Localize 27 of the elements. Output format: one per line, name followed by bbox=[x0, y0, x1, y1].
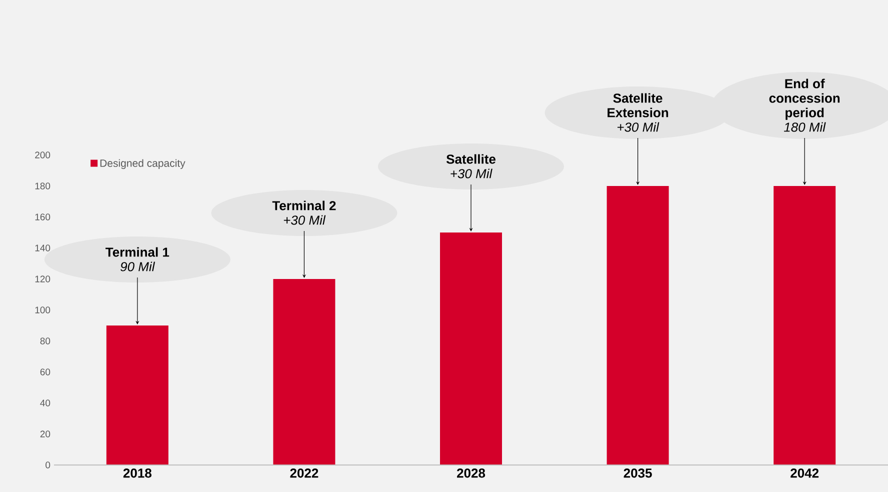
y-tick-label: 60 bbox=[40, 368, 50, 376]
annotation: Terminal 2 +30 Mil bbox=[272, 200, 336, 225]
y-tick-label: 140 bbox=[35, 244, 50, 252]
y-tick-label: 100 bbox=[35, 306, 50, 314]
annotation: End of concession period 180 Mil bbox=[769, 78, 840, 132]
x-tick-label: 2042 bbox=[790, 468, 819, 478]
y-tick-label: 120 bbox=[35, 276, 50, 282]
legend-label: Designed capacity bbox=[100, 159, 186, 169]
annotation: Terminal 1 90 Mil bbox=[106, 247, 170, 272]
annotation: Satellite Extension +30 Mil bbox=[608, 93, 668, 132]
bar bbox=[273, 278, 336, 465]
y-tick-label: 40 bbox=[40, 400, 50, 406]
bar bbox=[106, 325, 168, 465]
y-tick-label: 80 bbox=[40, 338, 50, 344]
y-tick-label: 200 bbox=[35, 152, 50, 158]
y-tick-label: 0 bbox=[46, 462, 50, 468]
bar bbox=[606, 186, 669, 465]
x-tick-label: 2028 bbox=[457, 468, 486, 478]
x-tick-label: 2018 bbox=[123, 468, 152, 478]
y-tick-label: 160 bbox=[35, 214, 50, 220]
annotation: Satellite +30 Mil bbox=[446, 154, 496, 178]
bar bbox=[440, 232, 502, 465]
y-tick-label: 180 bbox=[35, 182, 50, 190]
y-tick-label: 20 bbox=[40, 430, 50, 438]
bar bbox=[774, 186, 836, 465]
x-tick-label: 2035 bbox=[624, 468, 652, 478]
x-tick-label: 2022 bbox=[290, 468, 318, 478]
